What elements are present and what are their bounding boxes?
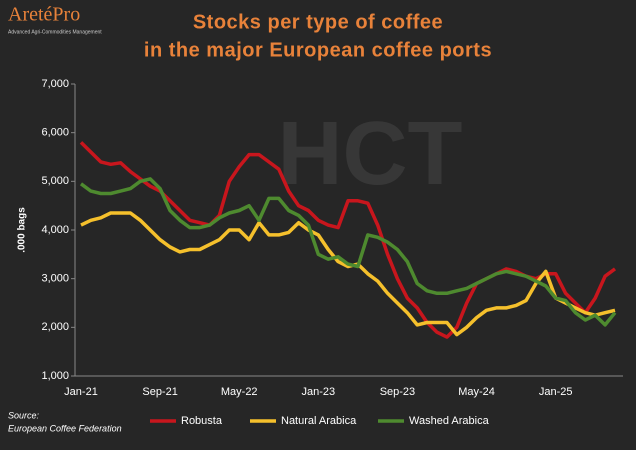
y-tick-label: 2,000 — [41, 321, 69, 333]
source: European Coffee Federation — [8, 423, 122, 433]
x-tick-label: Jan-25 — [539, 386, 573, 398]
x-tick-label: Jan-21 — [64, 386, 98, 398]
logo-tagline: Advanced Agri-Commodities Management — [8, 29, 102, 35]
y-tick-label: 1,000 — [41, 370, 69, 382]
x-tick-label: Sep-21 — [142, 386, 177, 398]
watermark: HCT — [278, 104, 463, 204]
y-tick-label: 4,000 — [41, 224, 69, 236]
y-tick-label: 6,000 — [41, 127, 69, 139]
y-tick-label: 3,000 — [41, 273, 69, 285]
logo: AretéPro — [8, 4, 80, 26]
y-axis-label: .000 bags — [17, 207, 28, 253]
x-tick-label: Jan-23 — [302, 386, 336, 398]
y-tick-label: 5,000 — [41, 175, 69, 187]
legend-label: Robusta — [181, 415, 223, 427]
y-tick-label: 7,000 — [41, 78, 69, 90]
x-tick-label: May-22 — [221, 386, 258, 398]
source: Source: — [8, 410, 40, 420]
chart-title: in the major European coffee ports — [144, 39, 492, 61]
line-series — [79, 177, 617, 327]
legend-label: Natural Arabica — [281, 415, 357, 427]
legend-label: Washed Arabica — [409, 415, 490, 427]
chart-title: Stocks per type of coffee — [193, 11, 443, 33]
line-series — [80, 211, 616, 337]
x-tick-label: May-24 — [458, 386, 495, 398]
x-tick-label: Sep-23 — [380, 386, 415, 398]
